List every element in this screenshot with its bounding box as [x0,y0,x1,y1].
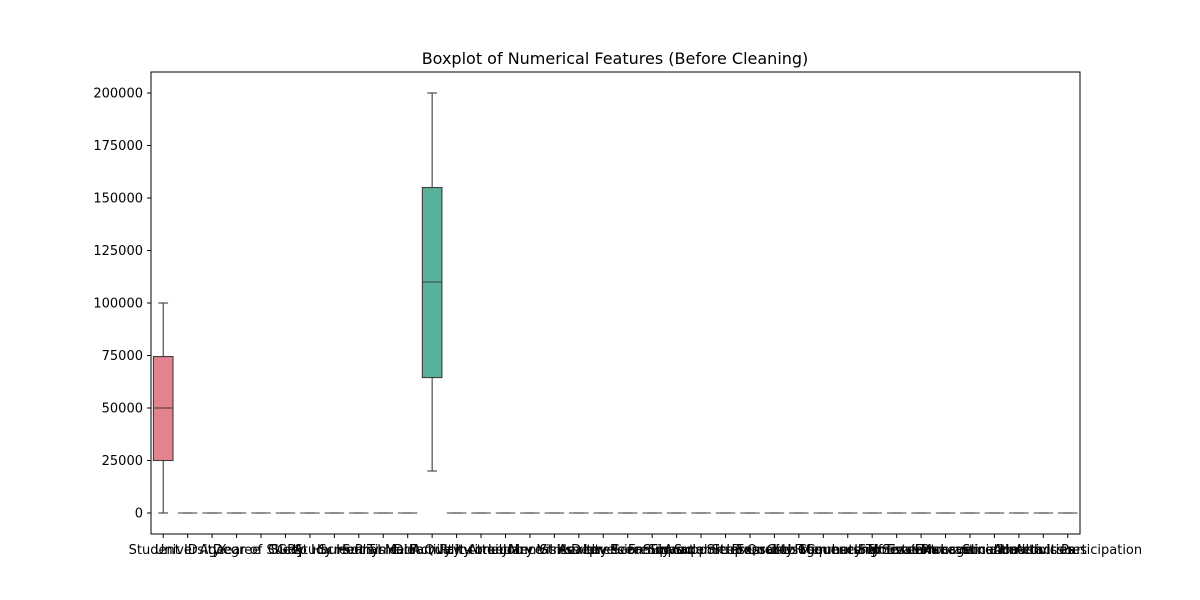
y-tick-label: 25000 [102,454,143,469]
x-tick-label: Year of Study [217,543,304,558]
x-tick-label: Peer Support [610,543,694,558]
x-tick-label: Degree [213,543,260,558]
chart-title: Boxplot of Numerical Features (Before Cl… [422,49,809,68]
x-tick-label: Academic Pressure [664,543,787,558]
x-tick-label: Screen Time [318,543,399,558]
y-tick-label: 150000 [93,192,143,207]
x-tick-label: Motivation Level [868,543,975,558]
x-tick-label: Social Media [342,543,424,558]
x-tick-label: Club Membership [766,543,880,558]
y-tick-label: 200000 [93,87,143,102]
x-tick-label: Sleep Hours [271,543,350,558]
x-tick-label: Attendance [468,543,543,558]
x-tick-label: Depression Score [571,543,684,558]
x-tick-label: Library Visits [488,543,572,558]
x-tick-label: Financial Stress [651,543,752,558]
x-tick-label: Family Income [410,543,504,558]
x-tick-label: Sleep Quality [707,543,794,558]
axes-frame [150,71,1081,535]
plot-area: 0 25000 50000 75000 100000 125000 150000 175000… [93,71,1142,558]
x-tick-label: Commute Time [798,543,898,558]
x-tick-label: Social Interaction [962,543,1075,558]
x-tick-label: CGPA [268,543,303,558]
x-tick-label: Anxiety Score [558,543,648,558]
x-tick-label: Student ID [129,543,198,558]
y-tick-label: 0 [135,507,143,522]
x-tick-label: Procrastination [921,543,1019,558]
y-tick-label: 50000 [102,402,143,417]
x-tick-label: Counseling Sessions [806,543,939,558]
y-tick-label: 100000 [93,297,143,312]
x-tick-label: Academic Participation [993,543,1142,558]
x-tick-label: Diet Quality [393,543,471,558]
x-tick-label: Exercise Frequency [736,543,862,558]
x-tick-label: Family Support [628,543,725,558]
x-tick-label: Time Management [884,543,1007,558]
x-tick-label: Physical Activity [355,543,461,558]
x-tick-label: Health Issues [1000,543,1087,558]
x-tick-label: Internet Usage [726,543,822,558]
x-tick-label: Stress Level [540,543,618,558]
y-tick-label: 75000 [102,349,143,364]
x-tick-label: Self Esteem [858,543,935,558]
x-tick-label: Mental Health [509,543,600,558]
y-tick-label: 175000 [93,139,143,154]
x-tick-label: Extracurricular Activities [915,543,1075,558]
x-tick-label: Study Hours [294,543,374,558]
x-tick-label: University [155,543,221,558]
x-tick-label: Age [200,543,225,558]
x-tick-label: Part-time Job [439,543,523,558]
y-tick-label: 125000 [93,244,143,259]
